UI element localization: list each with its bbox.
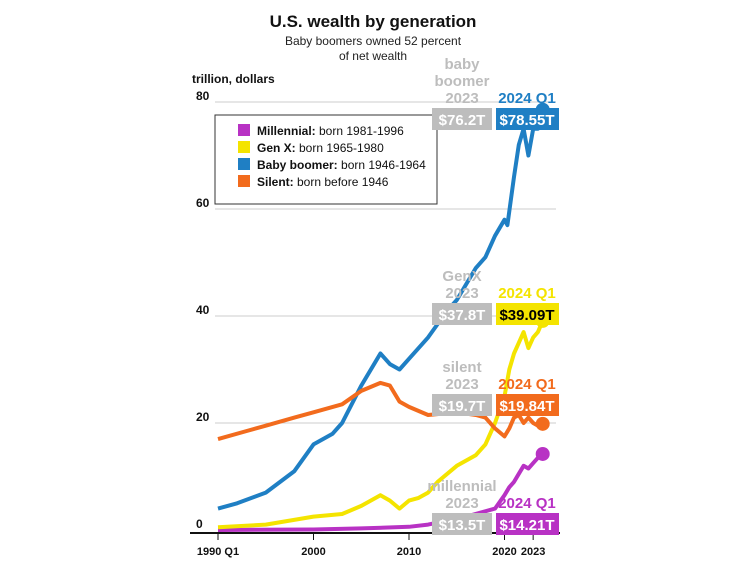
legend-desc: born 1981-1996 [316, 124, 404, 138]
series-line-millennial [217, 452, 544, 532]
y-tick-label: 0 [196, 517, 203, 531]
value-box-2024 [496, 513, 559, 535]
tag-2023: GenX [442, 268, 481, 285]
chart-title: U.S. wealth by generation [270, 12, 477, 31]
legend-entry: Gen X: born 1965-1980 [257, 141, 384, 155]
y-axis-label: trillion, dollars [192, 72, 275, 86]
value-box-2023 [432, 394, 492, 416]
value-2024: $39.09T [499, 307, 554, 324]
value-2024: $78.55T [499, 112, 554, 129]
x-tick-label: 2023 [521, 546, 545, 558]
chart-subtitle: Baby boomers owned 52 percent [285, 34, 462, 48]
legend-desc: born 1946-1964 [338, 158, 426, 172]
series-line-gen-x [217, 320, 545, 530]
y-tick-label: 80 [196, 89, 210, 103]
value-box-2023 [432, 513, 492, 535]
tag-2023: boomer [434, 73, 489, 90]
tag-2023: 2023 [445, 90, 478, 107]
value-2023: $19.7T [439, 398, 486, 415]
x-tick-label: 2000 [301, 546, 325, 558]
period-label: 2024 Q1 [498, 285, 556, 302]
legend-desc: born before 1946 [294, 175, 389, 189]
y-tick-label: 20 [196, 410, 210, 424]
tag-2023: 2023 [445, 495, 478, 512]
x-tick-label: 2010 [397, 546, 421, 558]
period-label: 2024 Q1 [498, 90, 556, 107]
tag-2023: millennial [427, 478, 496, 495]
legend-box [214, 114, 438, 205]
legend-swatch [238, 175, 250, 187]
value-box-2023 [432, 303, 492, 325]
y-tick-label: 40 [196, 303, 210, 317]
legend-entry: Millennial: born 1981-1996 [257, 124, 404, 138]
tag-2023: silent [442, 359, 481, 376]
legend-swatch [238, 141, 250, 153]
y-tick-label: 60 [196, 196, 210, 210]
value-2024: $14.21T [499, 517, 554, 534]
series-line-silent [217, 380, 544, 442]
value-2024: $19.84T [499, 398, 554, 415]
legend-name: Millennial: [257, 124, 316, 138]
value-box-2024 [496, 108, 559, 130]
legend-desc: born 1965-1980 [296, 141, 384, 155]
value-2023: $76.2T [439, 112, 486, 129]
value-box-2024 [496, 303, 559, 325]
value-2023: $37.8T [439, 307, 486, 324]
legend-name: Silent: [257, 175, 294, 189]
period-label: 2024 Q1 [498, 495, 556, 512]
legend-name: Baby boomer: [257, 158, 338, 172]
legend-name: Gen X: [257, 141, 296, 155]
tag-2023: baby [444, 56, 480, 73]
tag-2023: 2023 [445, 285, 478, 302]
tag-2023: 2023 [445, 376, 478, 393]
value-2023: $13.5T [439, 517, 486, 534]
series-end-marker [535, 416, 550, 431]
legend-swatch [238, 158, 250, 170]
legend-entry: Baby boomer: born 1946-1964 [257, 158, 426, 172]
chart-subtitle: of net wealth [339, 49, 407, 63]
series-end-marker [535, 446, 550, 461]
legend-swatch [238, 124, 250, 136]
legend-entry: Silent: born before 1946 [257, 175, 389, 189]
value-box-2024 [496, 394, 559, 416]
value-box-2023 [432, 108, 492, 130]
period-label: 2024 Q1 [498, 376, 556, 393]
x-tick-label: 1990 Q1 [197, 546, 239, 558]
x-tick-label: 2020 [492, 546, 516, 558]
